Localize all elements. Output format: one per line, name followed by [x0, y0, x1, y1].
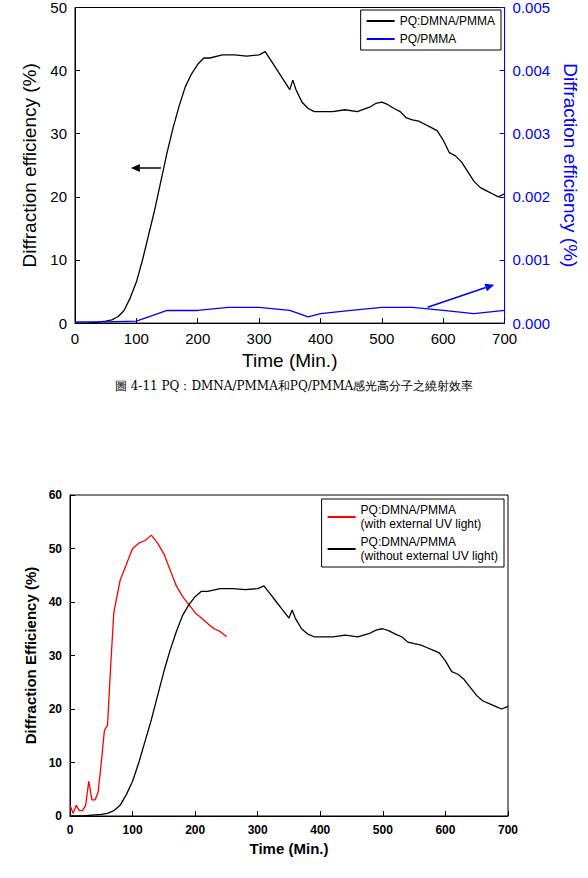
svg-text:400: 400: [308, 330, 333, 347]
svg-text:30: 30: [49, 649, 63, 663]
svg-text:0.001: 0.001: [513, 251, 551, 268]
svg-text:200: 200: [185, 823, 205, 837]
svg-text:50: 50: [50, 0, 67, 16]
svg-text:300: 300: [248, 823, 268, 837]
svg-text:0.005: 0.005: [513, 0, 551, 16]
svg-text:Diffraction efficiency (%): Diffraction efficiency (%): [560, 63, 581, 267]
svg-text:200: 200: [185, 330, 210, 347]
svg-text:600: 600: [431, 330, 456, 347]
svg-text:300: 300: [247, 330, 272, 347]
svg-text:(with external UV light): (with external UV light): [361, 517, 482, 531]
svg-text:100: 100: [123, 823, 143, 837]
svg-text:0.002: 0.002: [513, 188, 551, 205]
svg-text:Time (Min.): Time (Min.): [242, 350, 337, 371]
svg-text:0: 0: [67, 823, 74, 837]
svg-text:60: 60: [49, 488, 63, 502]
svg-text:500: 500: [373, 823, 393, 837]
svg-text:10: 10: [50, 251, 67, 268]
svg-text:100: 100: [124, 330, 149, 347]
svg-text:0: 0: [59, 315, 67, 332]
svg-text:500: 500: [369, 330, 394, 347]
svg-text:400: 400: [310, 823, 330, 837]
svg-text:Diffraction efficiency (%): Diffraction efficiency (%): [19, 63, 40, 267]
svg-text:20: 20: [49, 702, 63, 716]
html-text:圖 4-11 PQ：DMNA/PMMA和PQ/PMMA感光高: 圖 4-11 PQ：DMNA/PMMA和PQ/PMMA感光高分子之繞射效率: [114, 379, 474, 393]
svg-text:PQ:DMNA/PMMA: PQ:DMNA/PMMA: [361, 503, 456, 517]
svg-text:30: 30: [50, 125, 67, 142]
svg-text:PQ:DMNA/PMMA: PQ:DMNA/PMMA: [400, 14, 495, 28]
svg-text:40: 40: [50, 62, 67, 79]
svg-text:0: 0: [55, 809, 62, 823]
svg-text:10: 10: [49, 756, 63, 770]
svg-text:PQ/PMMA: PQ/PMMA: [400, 32, 457, 46]
svg-text:0.003: 0.003: [513, 125, 551, 142]
svg-text:0.000: 0.000: [513, 315, 551, 332]
svg-text:(without external UV light): (without external UV light): [361, 549, 498, 563]
svg-text:50: 50: [49, 542, 63, 556]
svg-text:Diffraction Efficiency (%): Diffraction Efficiency (%): [22, 567, 39, 745]
svg-text:600: 600: [435, 823, 455, 837]
svg-text:700: 700: [492, 330, 517, 347]
svg-text:PQ:DMNA/PMMA: PQ:DMNA/PMMA: [361, 535, 456, 549]
svg-text:0: 0: [71, 330, 79, 347]
svg-text:0.004: 0.004: [513, 62, 551, 79]
svg-text:20: 20: [50, 188, 67, 205]
svg-text:700: 700: [498, 823, 518, 837]
svg-text:40: 40: [49, 595, 63, 609]
svg-text:Time (Min.): Time (Min.): [250, 840, 329, 857]
